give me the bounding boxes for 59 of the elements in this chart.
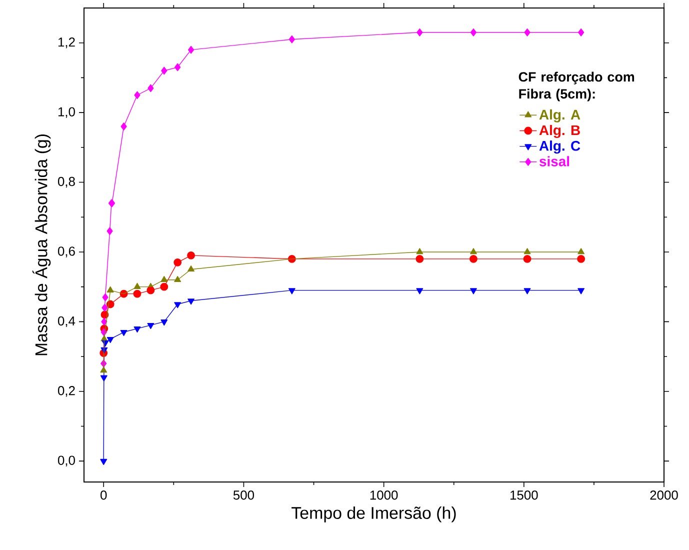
point [416, 254, 424, 263]
x-tick-label: 2000 [650, 490, 678, 500]
point [161, 66, 168, 75]
point [102, 293, 108, 302]
point [134, 326, 141, 333]
point [416, 28, 423, 36]
point [174, 258, 182, 266]
legend-label: Alg. C [539, 140, 580, 154]
point [106, 336, 114, 344]
y-tick-label: 0,8 [58, 176, 75, 188]
point [100, 375, 108, 382]
legend-label: sisal [539, 156, 570, 166]
point [578, 28, 584, 36]
x-axis-title: Tempo de Imersão (h) [292, 506, 456, 522]
y-tick-label: 0,6 [58, 246, 75, 258]
point [524, 28, 530, 36]
point [470, 254, 478, 263]
point [470, 288, 477, 294]
point [188, 46, 194, 54]
legend-label: Alg. A [539, 109, 580, 122]
point [102, 304, 108, 312]
legend-title: CF reforçado com Fibra (5cm): [518, 72, 634, 102]
point [188, 298, 194, 305]
point [100, 366, 108, 373]
point [174, 276, 182, 282]
point [146, 286, 155, 294]
y-tick-label: 0,2 [58, 386, 75, 397]
point [288, 35, 295, 44]
y-tick-label: 0,4 [58, 316, 76, 328]
point [160, 320, 168, 326]
x-tick-label: 500 [233, 490, 254, 500]
x-tick-label: 0 [100, 490, 107, 500]
x-tick-label: 1500 [510, 490, 538, 500]
point [120, 122, 127, 130]
x-tick-label: 1000 [370, 490, 398, 500]
point [133, 290, 142, 298]
point [106, 227, 113, 236]
point [148, 84, 154, 92]
point [174, 302, 182, 308]
point [523, 254, 532, 263]
point [288, 288, 296, 294]
point [470, 28, 477, 36]
y-axis-title: Massa de Água Absorvida (g) [32, 134, 51, 356]
y-tick-label: 1,0 [58, 107, 75, 118]
point [101, 318, 108, 326]
point [524, 288, 531, 294]
point [578, 288, 585, 294]
y-tick-label: 1,2 [58, 37, 75, 48]
point [160, 282, 168, 291]
point [174, 63, 181, 72]
point [134, 91, 140, 100]
point [187, 252, 195, 260]
point [577, 254, 586, 263]
point [100, 458, 108, 466]
legend-label: Alg. B [539, 124, 580, 138]
point [147, 323, 154, 330]
y-tick-label: 0,0 [58, 456, 75, 466]
point [416, 288, 424, 294]
point [120, 330, 128, 336]
